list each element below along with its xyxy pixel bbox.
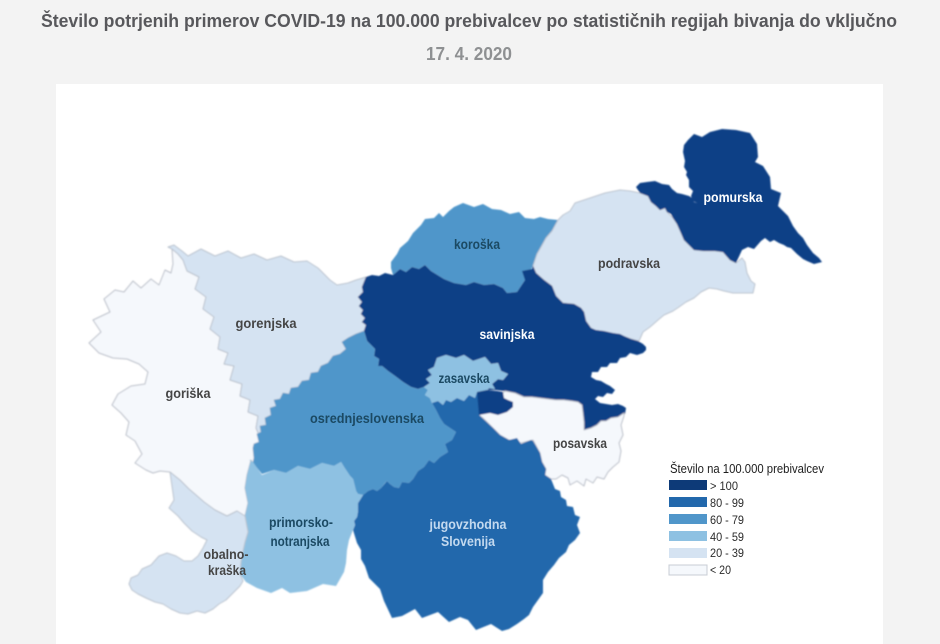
svg-text:> 100: > 100 [710,481,738,493]
svg-text:Število potrjenih primerov COV: Število potrjenih primerov COVID-19 na 1… [41,10,897,31]
svg-text:obalno-: obalno- [204,546,249,562]
svg-text:notranjska: notranjska [271,533,330,549]
svg-text:savinjska: savinjska [480,326,535,342]
svg-text:Število na 100.000 prebivalcev: Število na 100.000 prebivalcev [670,461,824,476]
svg-text:kraška: kraška [208,562,246,578]
svg-text:pomurska: pomurska [704,189,763,205]
svg-text:Slovenija: Slovenija [441,533,495,549]
svg-text:osrednjeslovenska: osrednjeslovenska [310,410,424,426]
svg-text:40 - 59: 40 - 59 [710,532,744,544]
svg-text:gorenjska: gorenjska [236,315,297,331]
svg-text:primorsko-: primorsko- [269,514,333,530]
svg-text:koroška: koroška [454,236,500,252]
svg-text:60 - 79: 60 - 79 [710,515,744,527]
svg-text:< 20: < 20 [710,565,731,577]
svg-text:20 - 39: 20 - 39 [710,548,744,560]
svg-text:podravska: podravska [598,255,660,271]
svg-text:jugovzhodna: jugovzhodna [429,516,507,532]
svg-text:80 - 99: 80 - 99 [710,498,744,510]
svg-text:posavska: posavska [553,435,607,451]
svg-text:17. 4. 2020: 17. 4. 2020 [426,44,512,64]
svg-text:zasavska: zasavska [439,370,490,386]
svg-text:goriška: goriška [166,385,211,401]
